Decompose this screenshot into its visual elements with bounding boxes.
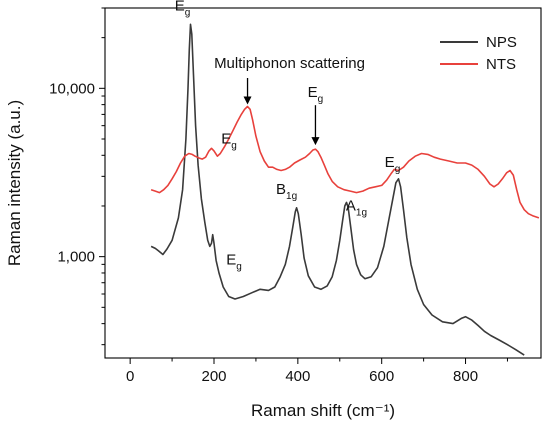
x-tick-label: 0 (126, 368, 134, 385)
peak-label: Eg (175, 0, 191, 18)
x-tick-label: 600 (369, 368, 394, 385)
series-line-nts (150, 105, 540, 219)
peak-label: B1g (276, 181, 297, 202)
peak-label: Eg (226, 252, 242, 273)
annotations: Eg Eg Eg B1g A1g Eg Eg Multiphonon scattering (175, 0, 401, 273)
legend-label-nts: NTS (486, 56, 516, 73)
legend: NPS NTS (440, 34, 517, 73)
callout-label: Multiphonon scattering (214, 55, 365, 72)
y-tick-label: 10,000 (49, 80, 95, 97)
series-line-nps (150, 23, 525, 356)
x-tick-label: 400 (285, 368, 310, 385)
peak-label: Eg (221, 130, 237, 151)
axes: 0 200 400 600 800 1,000 10,000 (49, 7, 542, 385)
peak-label: A1g (346, 197, 367, 218)
y-tick-label: 1,000 (57, 249, 95, 266)
x-tick-label: 800 (453, 368, 478, 385)
plot-lines (150, 23, 540, 356)
x-axis-title: Raman shift (cm⁻¹) (251, 401, 395, 420)
plot-frame (104, 7, 542, 359)
peak-label: Eg (308, 84, 324, 105)
peak-label: Eg (385, 154, 401, 175)
x-tick-label: 200 (201, 368, 226, 385)
y-axis-title: Raman intensity (a.u.) (5, 100, 24, 266)
legend-label-nps: NPS (486, 34, 517, 51)
